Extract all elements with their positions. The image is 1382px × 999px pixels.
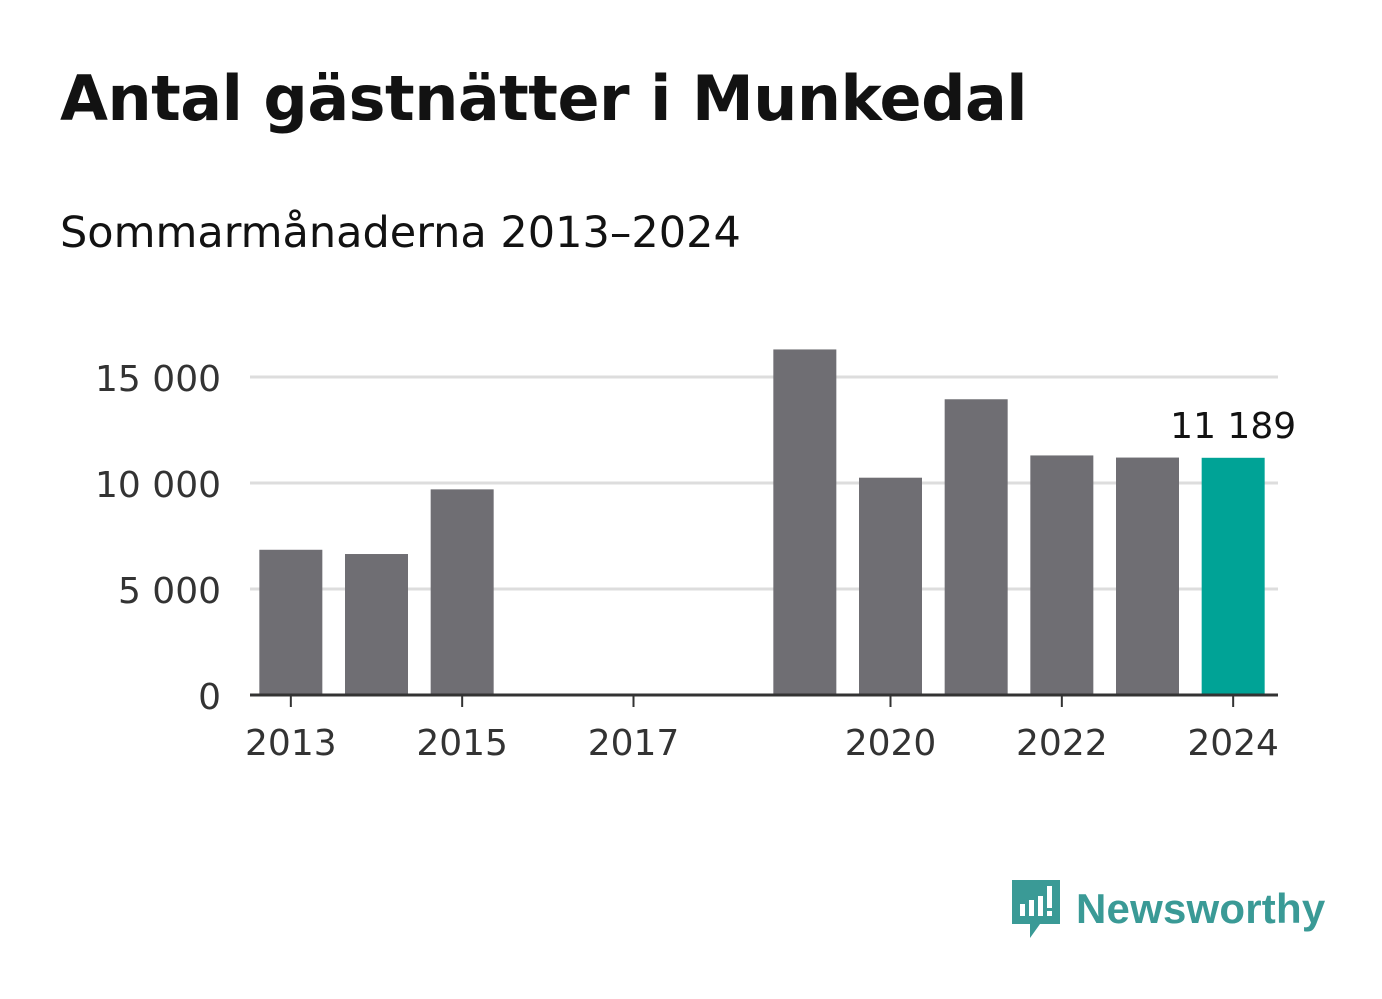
chart-title: Antal gästnätter i Munkedal [60, 62, 1028, 135]
chart-subtitle: Sommarmånaderna 2013–2024 [60, 208, 741, 258]
bar [944, 399, 1008, 695]
bar [859, 477, 922, 695]
x-tick-label: 2020 [845, 723, 937, 764]
brand-logo: Newsworthy [1010, 878, 1325, 940]
newsworthy-logo-icon [1012, 880, 1060, 938]
bar [430, 489, 494, 695]
x-tick-label: 2015 [416, 723, 508, 764]
data-label: 11 189 [1170, 406, 1296, 447]
y-tick-label: 15 000 [95, 359, 221, 400]
bar [345, 554, 408, 695]
x-tick-label: 2024 [1187, 723, 1279, 764]
y-tick-label: 5 000 [118, 571, 221, 612]
bar [1030, 455, 1094, 695]
x-tick-label: 2017 [588, 723, 680, 764]
bar [1116, 457, 1179, 695]
y-tick-label: 10 000 [95, 465, 221, 506]
bar [259, 549, 323, 695]
brand-name: Newsworthy [1076, 885, 1326, 932]
x-tick-label: 2013 [245, 723, 337, 764]
x-tick-label: 2022 [1016, 723, 1108, 764]
y-tick-label: 0 [198, 677, 221, 718]
highlight-bar [1201, 457, 1265, 695]
bar [773, 349, 837, 695]
